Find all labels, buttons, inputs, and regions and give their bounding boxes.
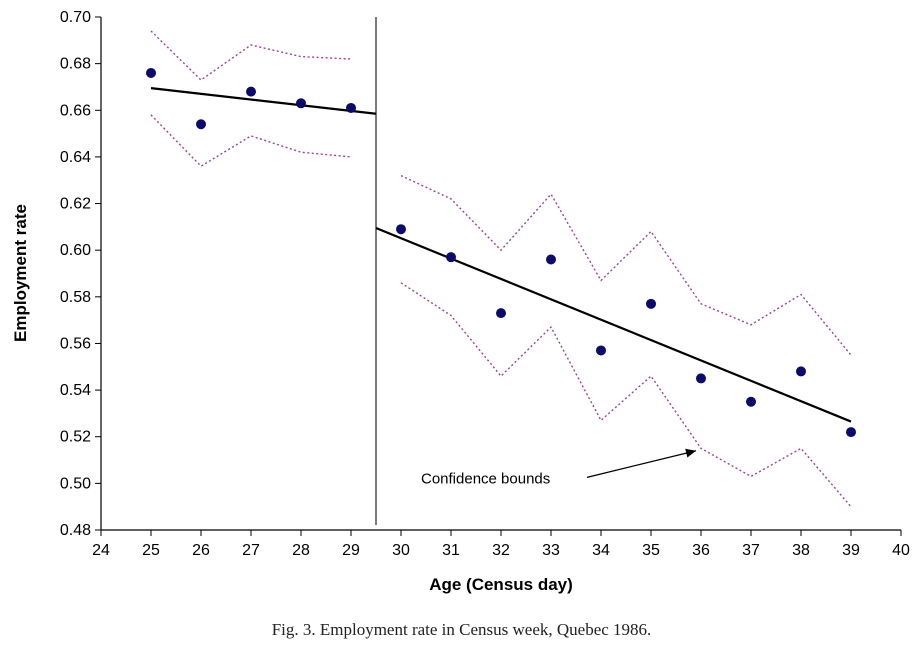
x-tick-label: 32 [492, 542, 510, 559]
y-tick-label: 0.52 [60, 429, 91, 446]
annotation-arrow-line [586, 450, 697, 478]
regression-line [150, 87, 377, 115]
plot-area: 0.48 0.50 0.52 0.54 0.56 0.58 0.60 0.62 0.64 0.66… [60, 9, 910, 559]
data-point [446, 252, 456, 263]
data-point [646, 298, 656, 309]
x-tick-label: 35 [642, 542, 660, 559]
data-point [396, 224, 406, 235]
x-tick-label: 37 [742, 542, 760, 559]
x-tick-label: 28 [292, 542, 310, 559]
x-axis-title: Age (Census day) [429, 575, 573, 594]
x-tick-label: 39 [842, 542, 860, 559]
data-point [696, 373, 706, 384]
x-tick-label: 30 [392, 542, 410, 559]
x-tick-label: 27 [242, 542, 260, 559]
annotation-label: Confidence bounds [421, 470, 550, 487]
data-point [296, 98, 306, 109]
lower-confidence-bound [150, 114, 352, 168]
x-tick-label: 40 [892, 542, 910, 559]
x-tick-label: 33 [542, 542, 560, 559]
data-point [796, 366, 806, 377]
data-point [496, 308, 506, 319]
y-tick-label: 0.48 [60, 522, 91, 539]
chart: 0.48 0.50 0.52 0.54 0.56 0.58 0.60 0.62 0.64 0.66… [11, 9, 910, 594]
data-point [546, 254, 556, 265]
y-tick-label: 0.66 [60, 102, 91, 119]
upper-confidence-bound [400, 174, 852, 356]
y-tick-label: 0.62 [60, 196, 91, 213]
x-tick-label: 29 [342, 542, 360, 559]
y-tick-label: 0.68 [60, 56, 91, 73]
x-tick-label: 38 [792, 542, 810, 559]
figure-caption: Fig. 3. Employment rate in Census week, … [271, 620, 652, 639]
data-point [746, 396, 756, 407]
lower-confidence-bound [400, 282, 852, 508]
y-tick-label: 0.64 [60, 149, 91, 166]
data-point [596, 345, 606, 356]
regression-line [375, 227, 852, 423]
data-point [846, 427, 856, 438]
y-tick-label: 0.60 [60, 242, 91, 259]
annotation-arrow-head [685, 448, 696, 458]
y-tick-label: 0.50 [60, 475, 91, 492]
x-tick-label: 36 [692, 542, 710, 559]
data-point [196, 119, 206, 130]
data-point [346, 102, 356, 113]
y-axis-title: Employment rate [11, 204, 30, 342]
y-tick-label: 0.54 [60, 382, 91, 399]
y-tick-label: 0.58 [60, 289, 91, 306]
y-tick-label: 0.56 [60, 335, 91, 352]
x-tick-label: 34 [592, 542, 610, 559]
data-point [246, 86, 256, 97]
x-tick-label: 24 [92, 542, 110, 559]
x-tick-label: 31 [442, 542, 460, 559]
upper-confidence-bound [150, 30, 352, 81]
x-tick-label: 25 [142, 542, 160, 559]
data-point [146, 67, 156, 78]
y-tick-label: 0.70 [60, 9, 91, 26]
x-tick-label: 26 [192, 542, 210, 559]
